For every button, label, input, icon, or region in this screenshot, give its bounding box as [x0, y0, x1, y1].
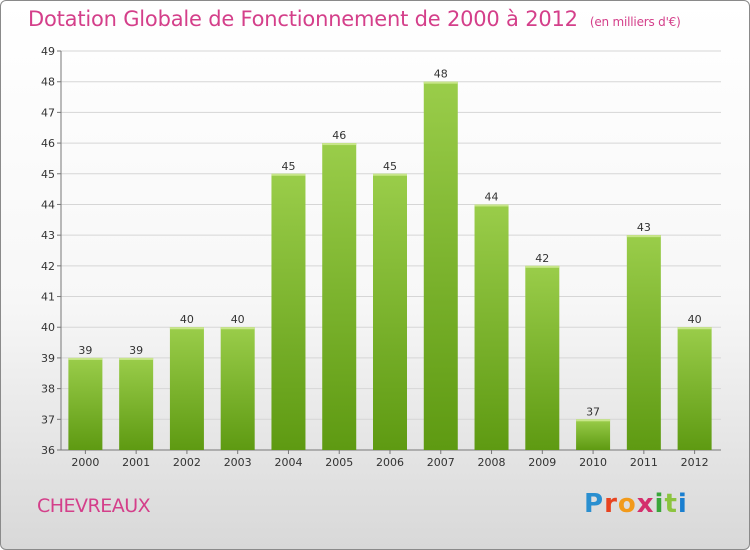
bar-value-label: 39 — [129, 344, 143, 357]
y-tick-label: 43 — [41, 229, 55, 242]
bar — [576, 419, 611, 450]
x-tick-label: 2002 — [173, 456, 201, 469]
bar-highlight — [576, 419, 611, 422]
y-tick-label: 37 — [41, 413, 55, 426]
logo-letter: P — [584, 489, 605, 519]
bar-value-label: 44 — [485, 190, 499, 203]
logo-letter: i — [677, 489, 688, 519]
bar-highlight — [373, 173, 407, 176]
logo-letter: t — [664, 489, 678, 519]
x-tick-label: 2011 — [630, 456, 658, 469]
logo-letter: r — [604, 489, 618, 519]
bar-highlight — [525, 265, 560, 268]
bar-highlight — [119, 357, 154, 360]
bar — [271, 173, 306, 450]
x-tick-label: 2005 — [325, 456, 353, 469]
bar — [474, 204, 509, 450]
x-tick-label: 2006 — [376, 456, 404, 469]
y-tick-label: 48 — [41, 76, 55, 89]
bar — [68, 357, 103, 450]
bar-highlight — [322, 143, 357, 146]
bar-highlight — [474, 204, 509, 207]
y-tick-label: 47 — [41, 106, 55, 119]
bar — [373, 173, 407, 450]
proxiti-logo: Proxiti — [584, 489, 688, 519]
y-tick-label: 45 — [41, 168, 55, 181]
y-tick-label: 42 — [41, 260, 55, 273]
x-tick-label: 2007 — [427, 456, 455, 469]
commune-name: CHEVREAUX — [37, 495, 151, 517]
bar — [677, 327, 712, 450]
x-tick-label: 2004 — [274, 456, 302, 469]
logo-letter: x — [636, 489, 655, 519]
x-tick-label: 2000 — [71, 456, 99, 469]
bar-highlight — [68, 357, 103, 360]
bar-highlight — [677, 327, 712, 330]
bar-highlight — [220, 327, 255, 330]
bar — [423, 81, 458, 450]
bar-value-label: 46 — [332, 129, 346, 142]
x-tick-label: 2003 — [224, 456, 252, 469]
bar-value-label: 40 — [688, 313, 702, 326]
logo-letter: i — [654, 489, 665, 519]
bar-value-label: 45 — [281, 160, 295, 173]
y-tick-label: 41 — [41, 291, 55, 304]
bar-highlight — [423, 81, 458, 84]
y-tick-label: 36 — [41, 444, 55, 457]
y-tick-label: 39 — [41, 352, 55, 365]
bar-highlight — [626, 235, 661, 238]
y-tick-label: 46 — [41, 137, 55, 150]
chart-title: Dotation Globale de Fonctionnement de 20… — [28, 7, 681, 31]
bar-highlight — [271, 173, 306, 176]
bar-value-label: 40 — [231, 313, 245, 326]
chart-title-text: Dotation Globale de Fonctionnement de 20… — [28, 7, 578, 31]
x-tick-label: 2010 — [579, 456, 607, 469]
bar — [322, 143, 357, 451]
bar-value-label: 40 — [180, 313, 194, 326]
x-tick-label: 2012 — [681, 456, 709, 469]
bar-value-label: 37 — [586, 405, 600, 418]
x-tick-label: 2009 — [528, 456, 556, 469]
x-tick-label: 2008 — [478, 456, 506, 469]
bar — [626, 235, 661, 450]
bar — [525, 265, 560, 450]
y-tick-label: 40 — [41, 321, 55, 334]
bar-value-label: 43 — [637, 221, 651, 234]
chart-unit: (en milliers d'€) — [589, 15, 681, 29]
y-tick-label: 44 — [41, 198, 55, 211]
bar-value-label: 45 — [383, 160, 397, 173]
bar — [119, 357, 154, 450]
bar — [220, 327, 255, 450]
bar-value-label: 48 — [434, 68, 448, 81]
bar-highlight — [169, 327, 204, 330]
logo-letter: o — [617, 489, 637, 519]
bar — [169, 327, 204, 450]
bar-value-label: 42 — [535, 252, 549, 265]
x-tick-label: 2001 — [122, 456, 150, 469]
y-tick-label: 49 — [41, 45, 55, 58]
bar-value-label: 39 — [78, 344, 92, 357]
y-tick-label: 38 — [41, 383, 55, 396]
